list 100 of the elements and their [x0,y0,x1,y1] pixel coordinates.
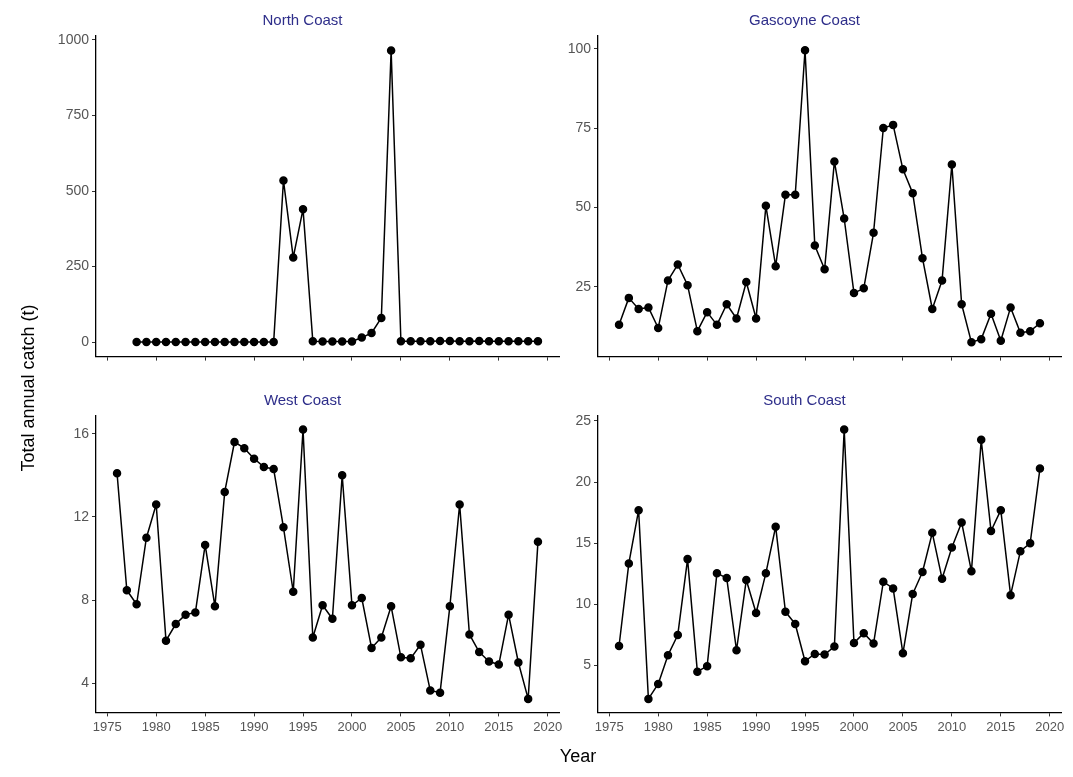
point [761,568,771,578]
point [132,599,141,609]
point [396,653,406,662]
point [406,654,415,663]
point [455,500,464,509]
x-tick-label: 1980 [141,718,171,734]
point [634,304,643,314]
point [298,425,308,434]
point [474,647,484,657]
point [396,336,406,346]
point [781,607,790,616]
point [426,686,435,695]
point [937,574,947,583]
x-tick-label: 2000 [839,718,869,734]
point [781,190,790,199]
point [533,336,543,346]
point [790,190,800,199]
point [435,688,445,697]
point [210,602,220,611]
point [771,522,780,531]
point [151,337,161,347]
point [614,641,624,651]
point [742,277,751,287]
point [514,658,523,667]
x-tick-label: 2020 [1035,718,1065,734]
y-tick-label: 1000 [57,30,90,47]
point [288,253,298,262]
point [1025,538,1035,548]
point [367,328,376,338]
point [220,337,229,347]
y-tick-label: 20 [575,472,592,489]
point [732,646,741,655]
x-tick-label: 1995 [288,718,318,734]
y-tick-label: 0 [81,332,90,349]
point [328,337,337,346]
point [347,337,357,346]
x-tick-label: 2005 [888,718,918,734]
point [161,337,171,347]
x-tick-label: 2005 [386,718,416,734]
point [644,303,653,312]
point [259,462,269,472]
x-tick-label: 1985 [692,718,722,734]
y-tick-label: 250 [65,257,90,274]
point [445,602,455,611]
chart-title: West Coast [263,391,342,409]
x-tick-label: 1995 [790,718,820,734]
point [171,619,181,629]
point [986,309,996,318]
point [859,284,869,293]
point [279,523,288,532]
y-tick-label: 10 [575,595,592,612]
point [504,336,513,346]
point [191,608,200,617]
y-tick-label: 5 [583,656,592,673]
point [318,337,327,346]
point [683,554,692,564]
point [132,337,141,347]
point [230,437,239,447]
point [761,201,771,211]
point [269,337,278,347]
point [200,540,210,550]
point [722,573,731,583]
y-tick-label: 15 [575,534,592,551]
point [849,638,859,648]
point [830,642,839,651]
x-tick-label: 1975 [92,718,122,734]
point [712,568,722,578]
point [712,320,722,330]
point [308,336,318,346]
y-tick-label: 750 [65,106,90,123]
point [122,586,132,595]
point [474,336,484,346]
point [849,288,859,298]
point [416,336,425,346]
point [112,468,122,478]
point [426,336,435,346]
point [151,500,161,509]
point [357,593,367,603]
point [751,314,761,323]
point [957,299,966,309]
point [947,160,957,169]
point [484,657,494,666]
y-tick-label: 25 [575,277,592,294]
point [249,337,259,347]
point [308,633,318,642]
y-tick-label: 500 [65,181,90,198]
point [673,260,683,269]
point [663,276,673,285]
point [771,261,780,271]
point [1016,328,1025,338]
point [624,559,634,568]
point [1016,546,1025,556]
x-tick-label: 1975 [594,718,624,734]
x-tick-label: 1990 [239,718,269,734]
point [484,336,494,346]
point [347,601,357,610]
point [240,443,249,453]
y-tick-label: 50 [575,198,592,215]
point [888,584,898,593]
point [810,649,820,659]
